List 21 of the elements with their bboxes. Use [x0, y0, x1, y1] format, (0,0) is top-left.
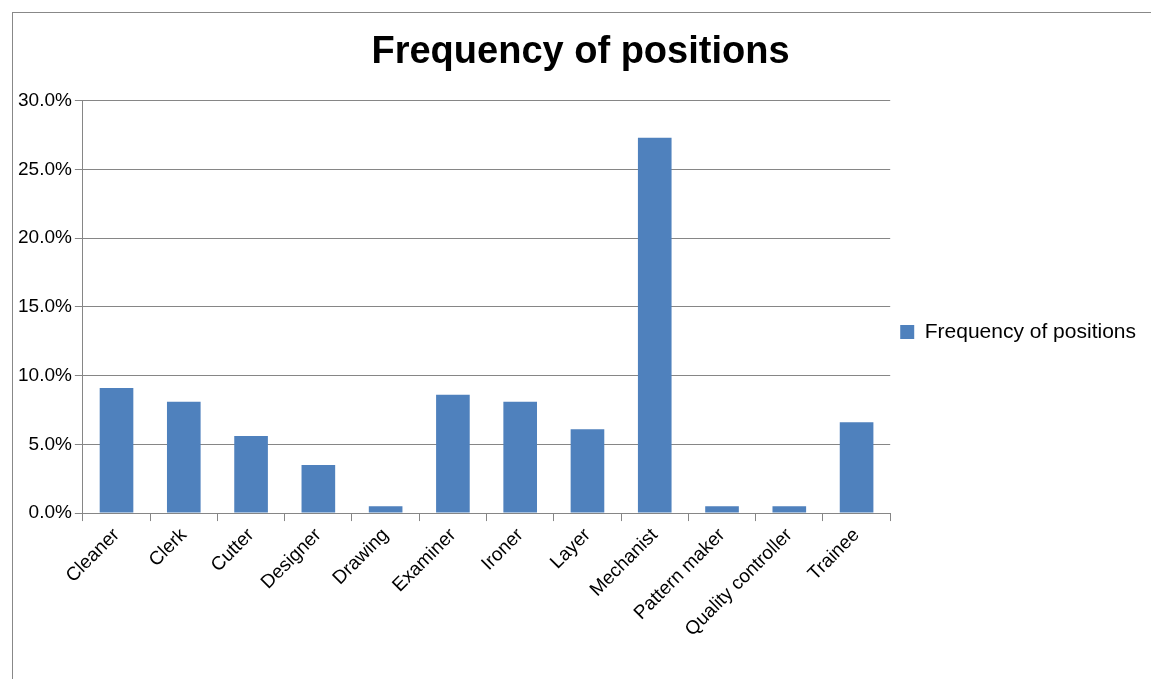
y-tick-label: 15.0%: [18, 295, 72, 317]
y-tick-label: 5.0%: [28, 432, 72, 454]
bar: [234, 436, 268, 513]
chart-title: Frequency of positions: [371, 29, 790, 72]
y-tick-label: 30.0%: [18, 88, 72, 110]
bar: [301, 464, 336, 513]
bar: [705, 506, 739, 513]
bar: [99, 387, 134, 513]
y-tick-label: 10.0%: [18, 363, 72, 385]
bar: [637, 137, 672, 513]
legend-label: Frequency of positions: [924, 318, 1137, 342]
bar: [436, 394, 470, 513]
bar: [839, 422, 874, 513]
bar: [772, 506, 807, 513]
y-tick-label: 0.0%: [28, 501, 72, 523]
bar: [368, 506, 403, 513]
y-tick-label: 25.0%: [18, 157, 72, 179]
y-tick-label: 20.0%: [18, 226, 72, 248]
bar: [166, 401, 201, 513]
bar: [570, 429, 605, 513]
bar: [503, 401, 538, 513]
